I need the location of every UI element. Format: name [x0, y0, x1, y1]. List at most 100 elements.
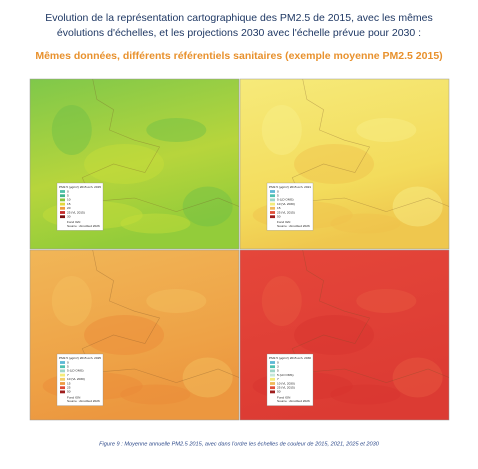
legend-swatch — [270, 365, 275, 369]
map-texture — [182, 186, 233, 227]
coastline — [81, 78, 240, 212]
legend-label: 50 — [277, 390, 281, 394]
legend-label: 0 — [277, 360, 279, 364]
legend-swatch — [270, 215, 275, 219]
map-texture — [51, 276, 92, 326]
legend-label: 15 — [67, 202, 71, 206]
legend-label: 5 — [277, 369, 279, 373]
caption: Figure 9 : Moyenne annuelle PM2.5 2015, … — [99, 441, 380, 447]
legend-swatch — [60, 390, 65, 394]
legend-swatch — [60, 190, 65, 193]
map-texture — [294, 144, 375, 184]
legend-swatch — [270, 377, 275, 381]
legend-label: 25 (VL 2015) — [67, 210, 85, 214]
legend-swatch — [60, 386, 65, 390]
legend-label: 15 — [277, 206, 281, 210]
legend-swatch — [60, 361, 65, 364]
map-texture — [392, 186, 443, 227]
title-line: évolutions d'échelles, et les projection… — [57, 27, 421, 39]
legend-swatch — [270, 198, 275, 202]
legend-label: 7 — [67, 373, 69, 377]
map-texture — [146, 289, 207, 313]
legend-swatch — [60, 202, 65, 206]
legend-label: 10 (VL 2030) — [277, 381, 295, 385]
map-texture — [261, 105, 302, 155]
legend-label: 10 (VL 2030) — [67, 377, 85, 381]
legend-footer: Source : AtmoSud 2026 — [67, 399, 100, 403]
legend-label: 10 (VL 2030) — [277, 202, 295, 206]
coastline — [81, 249, 240, 383]
legend-swatch — [270, 211, 275, 214]
legend-label: 30 — [67, 215, 71, 219]
legend-swatch — [270, 386, 275, 390]
map-texture — [356, 289, 417, 313]
legend-swatch — [270, 361, 275, 364]
legend-label: 50 — [277, 215, 281, 219]
title-line: Evolution de la représentation cartograp… — [45, 12, 433, 24]
map-texture — [294, 315, 375, 355]
legend-swatch — [60, 365, 65, 369]
map-texture — [120, 213, 191, 234]
legend-footer: Source : AtmoSud 2026 — [277, 399, 310, 403]
legend-swatch — [270, 194, 275, 198]
legend-label: 15 — [67, 381, 71, 385]
legend-swatch — [60, 382, 65, 385]
map-texture — [356, 118, 417, 142]
legend-label: 5 — [277, 194, 279, 198]
legend-title: PM2.5 (µg/m³) 2015 éch. 2015 — [59, 185, 101, 189]
map-texture — [51, 105, 92, 155]
legend-title: PM2.5 (µg/m³) 2015 éch. 2021 — [269, 185, 311, 189]
legend-label: 5 — [67, 365, 69, 369]
map-texture — [330, 384, 401, 405]
legend-swatch — [270, 369, 275, 373]
legend-label: 50 — [67, 390, 71, 394]
legend-swatch — [60, 198, 65, 202]
legend-title: PM2.5 (µg/m³) 2015 éch. 2030 — [269, 356, 311, 360]
legend-label: 25 (VL 2015) — [277, 210, 295, 214]
map-texture — [261, 276, 302, 326]
legend-label: 25 (VL 2015) — [277, 386, 295, 390]
legend-footer: Fond IGN — [67, 395, 80, 399]
legend-label: 0 — [67, 189, 69, 193]
coastline — [291, 249, 450, 383]
legend-swatch — [60, 194, 65, 198]
legend-title: PM2.5 (µg/m³) 2015 éch. 2025 — [59, 356, 101, 360]
legend-swatch — [270, 382, 275, 385]
legend-label: 0 — [277, 189, 279, 193]
legend-label: 5 (LD OMS) — [277, 373, 294, 377]
map-texture — [146, 118, 207, 142]
legend-swatch — [60, 373, 65, 377]
legend-footer: Fond IGN — [277, 395, 290, 399]
legend-swatch — [270, 202, 275, 206]
map-texture — [120, 384, 191, 405]
legend-swatch — [60, 377, 65, 381]
legend-footer: Source : AtmoSud 2026 — [67, 224, 100, 228]
subtitle: Mêmes données, différents référentiels s… — [35, 50, 442, 62]
legend-label: 5 (LD OMS) — [277, 198, 294, 202]
map-texture — [84, 144, 165, 184]
legend-label: 7 — [277, 377, 279, 381]
legend-label: 5 — [67, 194, 69, 198]
legend-swatch — [270, 206, 275, 210]
legend-label: 10 — [67, 198, 71, 202]
legend-label: 25 — [67, 386, 71, 390]
legend-swatch — [60, 369, 65, 373]
legend-swatch — [270, 373, 275, 377]
legend-swatch — [60, 211, 65, 214]
map-texture — [182, 357, 233, 398]
legend-footer: Fond IGN — [67, 220, 80, 224]
legend-swatch — [60, 206, 65, 210]
coastline — [291, 78, 450, 212]
legend-swatch — [60, 215, 65, 219]
legend-swatch — [270, 190, 275, 193]
legend-footer: Source : AtmoSud 2026 — [277, 224, 310, 228]
legend-label: 20 — [67, 206, 71, 210]
legend-label: 3 — [277, 365, 279, 369]
legend-footer: Fond IGN — [277, 220, 290, 224]
legend-swatch — [270, 390, 275, 394]
map-texture — [330, 213, 401, 234]
